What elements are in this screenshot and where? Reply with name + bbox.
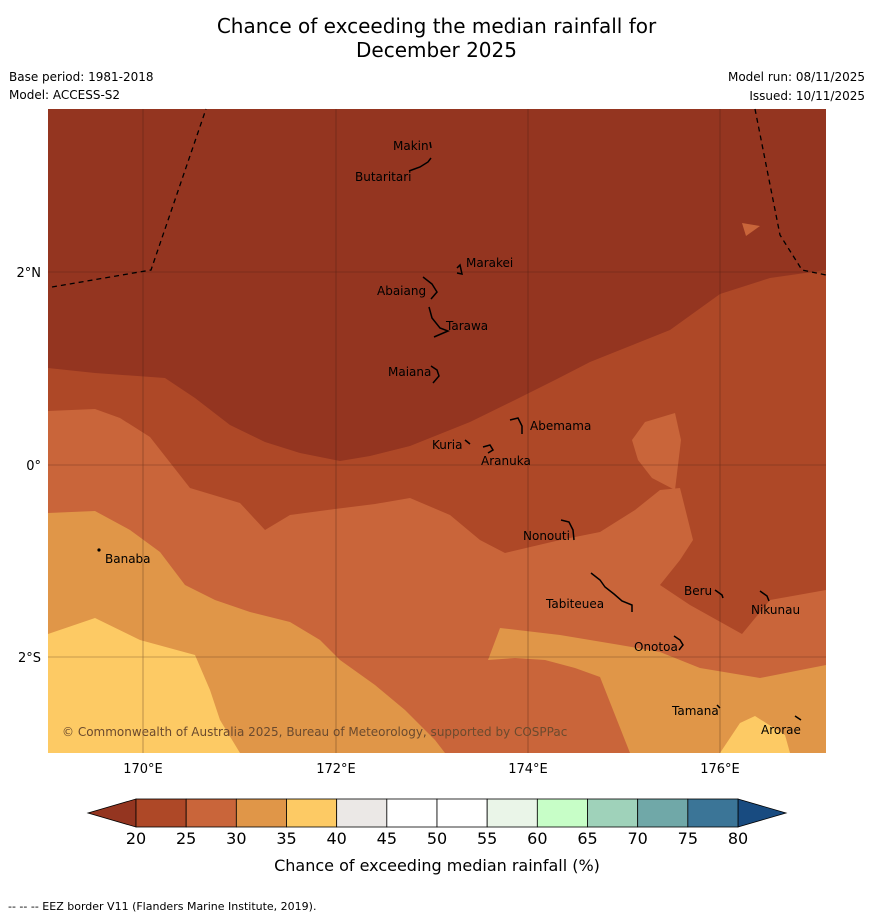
label-tarawa: Tarawa xyxy=(445,319,488,333)
colorbar: 20 25 30 35 40 45 50 55 60 65 70 75 80 xyxy=(86,798,788,848)
label-tabiteuea: Tabiteuea xyxy=(545,597,604,611)
graticule xyxy=(48,109,826,753)
colorbar-tick-label: 65 xyxy=(577,829,597,848)
label-marakei: Marakei xyxy=(466,256,513,270)
lat-label-2s: 2°S xyxy=(18,651,41,666)
colorbar-tick-label: 35 xyxy=(276,829,296,848)
label-banaba: Banaba xyxy=(105,552,151,566)
label-maiana: Maiana xyxy=(388,365,431,379)
patch-25-30-north xyxy=(742,223,760,236)
label-butaritari: Butaritari xyxy=(355,170,412,184)
model-name: Model: ACCESS-S2 xyxy=(9,88,121,102)
latitude-labels: 2°N 0° 2°S xyxy=(17,266,42,666)
colorbar-tick-label: 25 xyxy=(176,829,196,848)
label-abaiang: Abaiang xyxy=(377,284,426,298)
eez-border xyxy=(51,108,827,288)
lon-label-174e: 174°E xyxy=(508,762,548,777)
colorbar-bin xyxy=(436,798,488,828)
lon-label-172e: 172°E xyxy=(316,762,356,777)
longitude-labels: 170°E 172°E 174°E 176°E xyxy=(123,762,740,777)
colorbar-bin xyxy=(135,798,187,828)
colorbar-under-arrow xyxy=(86,798,137,828)
colorbar-bin xyxy=(587,798,639,828)
island-outlines xyxy=(408,141,802,721)
label-kuria: Kuria xyxy=(432,438,463,452)
copyright-notice: © Commonwealth of Australia 2025, Bureau… xyxy=(62,725,567,739)
base-period: Base period: 1981-2018 xyxy=(9,70,154,84)
lat-label-0: 0° xyxy=(26,459,41,474)
colorbar-tick-label: 20 xyxy=(126,829,146,848)
colorbar-bin xyxy=(687,798,739,828)
map-title-line1: Chance of exceeding the median rainfall … xyxy=(216,14,657,38)
lon-label-170e: 170°E xyxy=(123,762,163,777)
label-tamana: Tamana xyxy=(671,704,719,718)
label-nikunau: Nikunau xyxy=(751,603,800,617)
label-arorae: Arorae xyxy=(761,723,801,737)
model-run: Model run: 08/11/2025 xyxy=(727,70,865,84)
banaba-island-shape xyxy=(97,548,101,552)
colorbar-bin xyxy=(185,798,237,828)
patch-35-40-southeast xyxy=(720,716,790,753)
map-title-line2: December 2025 xyxy=(356,38,517,62)
colorbar-tick-label: 60 xyxy=(527,829,547,848)
lat-label-2n: 2°N xyxy=(17,266,42,281)
label-onotoa: Onotoa xyxy=(634,640,678,654)
colorbar-bin xyxy=(336,798,388,828)
colorbar-tick-label: 55 xyxy=(477,829,497,848)
colorbar-tick-label: 50 xyxy=(427,829,447,848)
colorbar-tick-label: 45 xyxy=(377,829,397,848)
island-labels: Makin Butaritari Marakei Abaiang Tarawa … xyxy=(105,139,801,737)
colorbar-bin xyxy=(235,798,287,828)
patch-25-30-east xyxy=(632,413,681,490)
colorbar-tick-label: 75 xyxy=(678,829,698,848)
region-35-40 xyxy=(48,618,240,753)
probability-regions xyxy=(48,109,826,753)
label-makin: Makin xyxy=(393,139,429,153)
eez-footnote: -- -- -- EEZ border V11 (Flanders Marine… xyxy=(8,900,317,913)
colorbar-bin xyxy=(286,798,338,828)
colorbar-bin xyxy=(536,798,588,828)
colorbar-bin xyxy=(637,798,689,828)
label-nonouti: Nonouti xyxy=(523,529,570,543)
colorbar-tick-label: 30 xyxy=(226,829,246,848)
colorbar-tick-label: 70 xyxy=(627,829,647,848)
label-abemama: Abemama xyxy=(530,419,591,433)
colorbar-label: Chance of exceeding median rainfall (%) xyxy=(274,856,600,875)
colorbar-tick-label: 80 xyxy=(728,829,748,848)
label-aranuka: Aranuka xyxy=(481,454,531,468)
colorbar-over-arrow xyxy=(737,798,788,828)
colorbar-tick-label: 40 xyxy=(326,829,346,848)
label-beru: Beru xyxy=(684,584,712,598)
region-30-35 xyxy=(48,511,826,753)
colorbar-bin xyxy=(486,798,538,828)
issued-date: Issued: 10/11/2025 xyxy=(749,89,865,103)
lon-label-176e: 176°E xyxy=(700,762,740,777)
colorbar-bin xyxy=(386,798,438,828)
